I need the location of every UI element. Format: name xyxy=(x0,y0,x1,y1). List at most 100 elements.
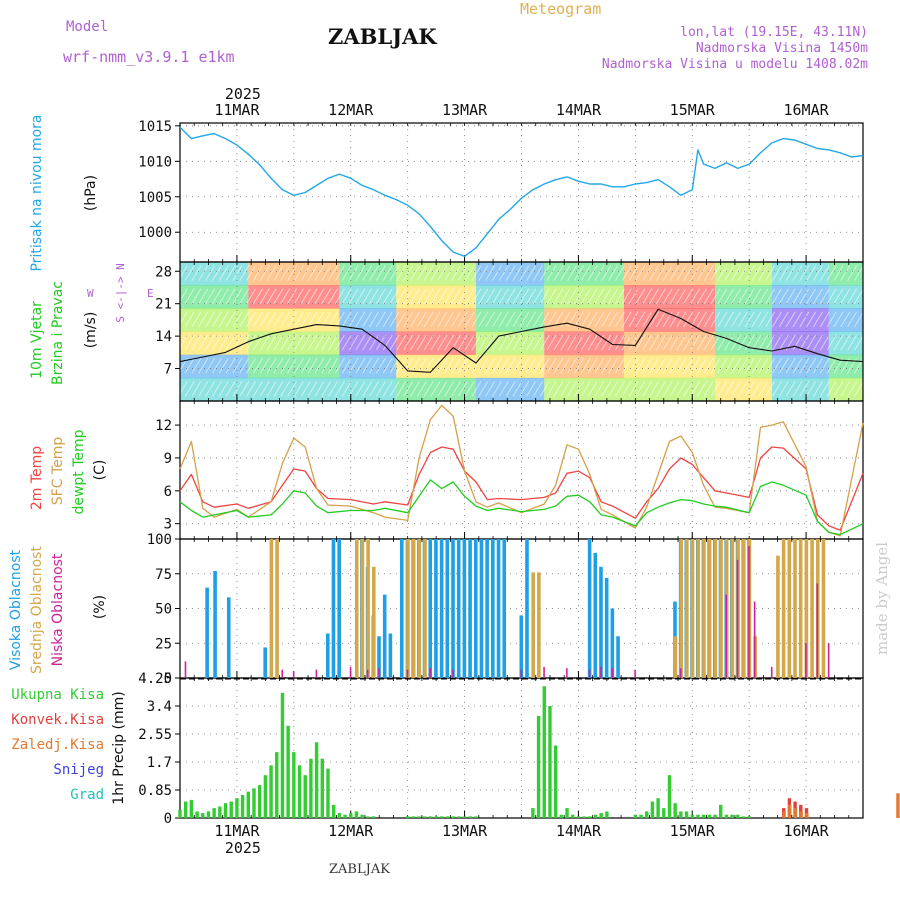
wind-barb xyxy=(587,334,598,351)
wind-barb xyxy=(471,381,482,397)
wind-barb xyxy=(307,265,318,281)
wind-barb xyxy=(512,265,523,281)
wind-barb xyxy=(259,265,270,281)
wind-barb xyxy=(478,334,489,351)
wind-barb xyxy=(778,357,789,374)
wind-barb xyxy=(355,311,366,328)
wind-barb xyxy=(642,357,653,374)
wind-band xyxy=(828,262,863,286)
cloud-bar-low xyxy=(366,669,369,678)
wind-barb xyxy=(478,381,489,397)
wind-barb xyxy=(690,288,700,305)
cloud-bar-high xyxy=(325,633,330,678)
wind-barb xyxy=(553,288,564,305)
wind-barb xyxy=(765,381,776,397)
wind-barb xyxy=(389,311,400,328)
wind-barb xyxy=(580,311,591,328)
wind-barb xyxy=(806,357,817,374)
wind-barb xyxy=(724,381,735,397)
cloud-bar-mid xyxy=(690,539,695,678)
wind-barb xyxy=(567,265,578,281)
wind-barb xyxy=(184,311,195,328)
wind-barb xyxy=(498,311,509,328)
wind-barb xyxy=(348,265,359,281)
wind-barb xyxy=(806,288,817,305)
wind-barb xyxy=(218,311,229,328)
wind-barb xyxy=(587,381,598,397)
wind-barb xyxy=(601,334,612,351)
precip-bar-0 xyxy=(252,788,256,818)
cloud-bar-high xyxy=(451,539,455,678)
wind-barb xyxy=(259,311,270,328)
cloud-bar-mid xyxy=(372,566,376,678)
wind-barb xyxy=(341,381,352,397)
wind-barb xyxy=(526,311,537,328)
cloud-bar-mid xyxy=(354,539,359,678)
wind-barb xyxy=(533,288,543,305)
coords-text: lon,lat (19.15E, 43.11N) xyxy=(680,25,868,40)
cloud-bar-low xyxy=(588,669,591,678)
wind-barb xyxy=(567,311,578,328)
wind-barb xyxy=(792,265,803,281)
wind-barb xyxy=(792,381,803,397)
cloud-bar-high xyxy=(491,539,495,678)
wind-barb xyxy=(307,381,318,397)
wind-barb xyxy=(341,334,352,351)
wind-barb xyxy=(341,357,352,374)
wind-barb xyxy=(621,357,632,374)
wind-barb xyxy=(751,381,762,397)
wind-barb xyxy=(560,334,571,351)
wind-barb xyxy=(362,334,373,351)
cloud-bar-high xyxy=(468,539,472,678)
day-label-top: 16MAR xyxy=(784,101,830,119)
wind-barb xyxy=(416,381,427,397)
cloud-bar-mid xyxy=(685,539,689,678)
wind-barb xyxy=(512,311,523,328)
wind-barb xyxy=(328,311,338,328)
meteogram-title: Meteogram xyxy=(520,0,602,18)
wind-barb xyxy=(710,357,721,374)
wind-barb xyxy=(539,381,550,397)
cloud-bar-mid xyxy=(673,636,678,678)
cloud-bar-high xyxy=(382,594,387,678)
wind-barb xyxy=(621,381,632,397)
wind-barb xyxy=(621,288,632,305)
cloud-bar-high xyxy=(377,636,381,678)
wind-band xyxy=(715,308,772,332)
precip-bar-0 xyxy=(331,804,336,818)
precip-bar-0 xyxy=(349,813,353,818)
wind-barb xyxy=(485,381,496,397)
wind-barb xyxy=(819,265,830,281)
wind-band xyxy=(180,262,249,286)
wind-barb xyxy=(539,334,550,351)
day-label-top: 14MAR xyxy=(556,101,602,119)
wind-barb xyxy=(683,334,694,351)
wind-barb xyxy=(778,311,789,328)
wind-barb xyxy=(273,288,284,305)
wind-barb xyxy=(614,381,625,397)
wind-barb xyxy=(765,334,776,351)
precip-bar-2 xyxy=(782,811,786,818)
precip-bar-0 xyxy=(189,799,194,818)
wind-barb xyxy=(259,357,270,374)
wind-barb xyxy=(218,381,229,397)
cloud-bar-mid xyxy=(821,539,826,678)
wind-barb xyxy=(437,357,448,374)
wind-barb xyxy=(676,265,687,281)
wind-barb xyxy=(778,288,789,305)
precip-bar-2 xyxy=(788,804,792,818)
wind-barb xyxy=(239,288,250,305)
wind-barb xyxy=(341,288,352,305)
wind-barb xyxy=(854,265,864,281)
wind-barb xyxy=(533,334,543,351)
precip-bar-0 xyxy=(707,814,712,818)
wind-barb xyxy=(505,288,516,305)
wind-band xyxy=(544,377,624,402)
wind-barb xyxy=(191,381,202,397)
day-label-top: 13MAR xyxy=(442,101,488,119)
wind-barb xyxy=(751,357,762,374)
wind-barb xyxy=(225,288,236,305)
temperature-series-line-0 xyxy=(179,446,864,531)
wind-barb xyxy=(608,311,618,328)
temp-ylabel-sfc: SFC Temp xyxy=(50,437,66,506)
